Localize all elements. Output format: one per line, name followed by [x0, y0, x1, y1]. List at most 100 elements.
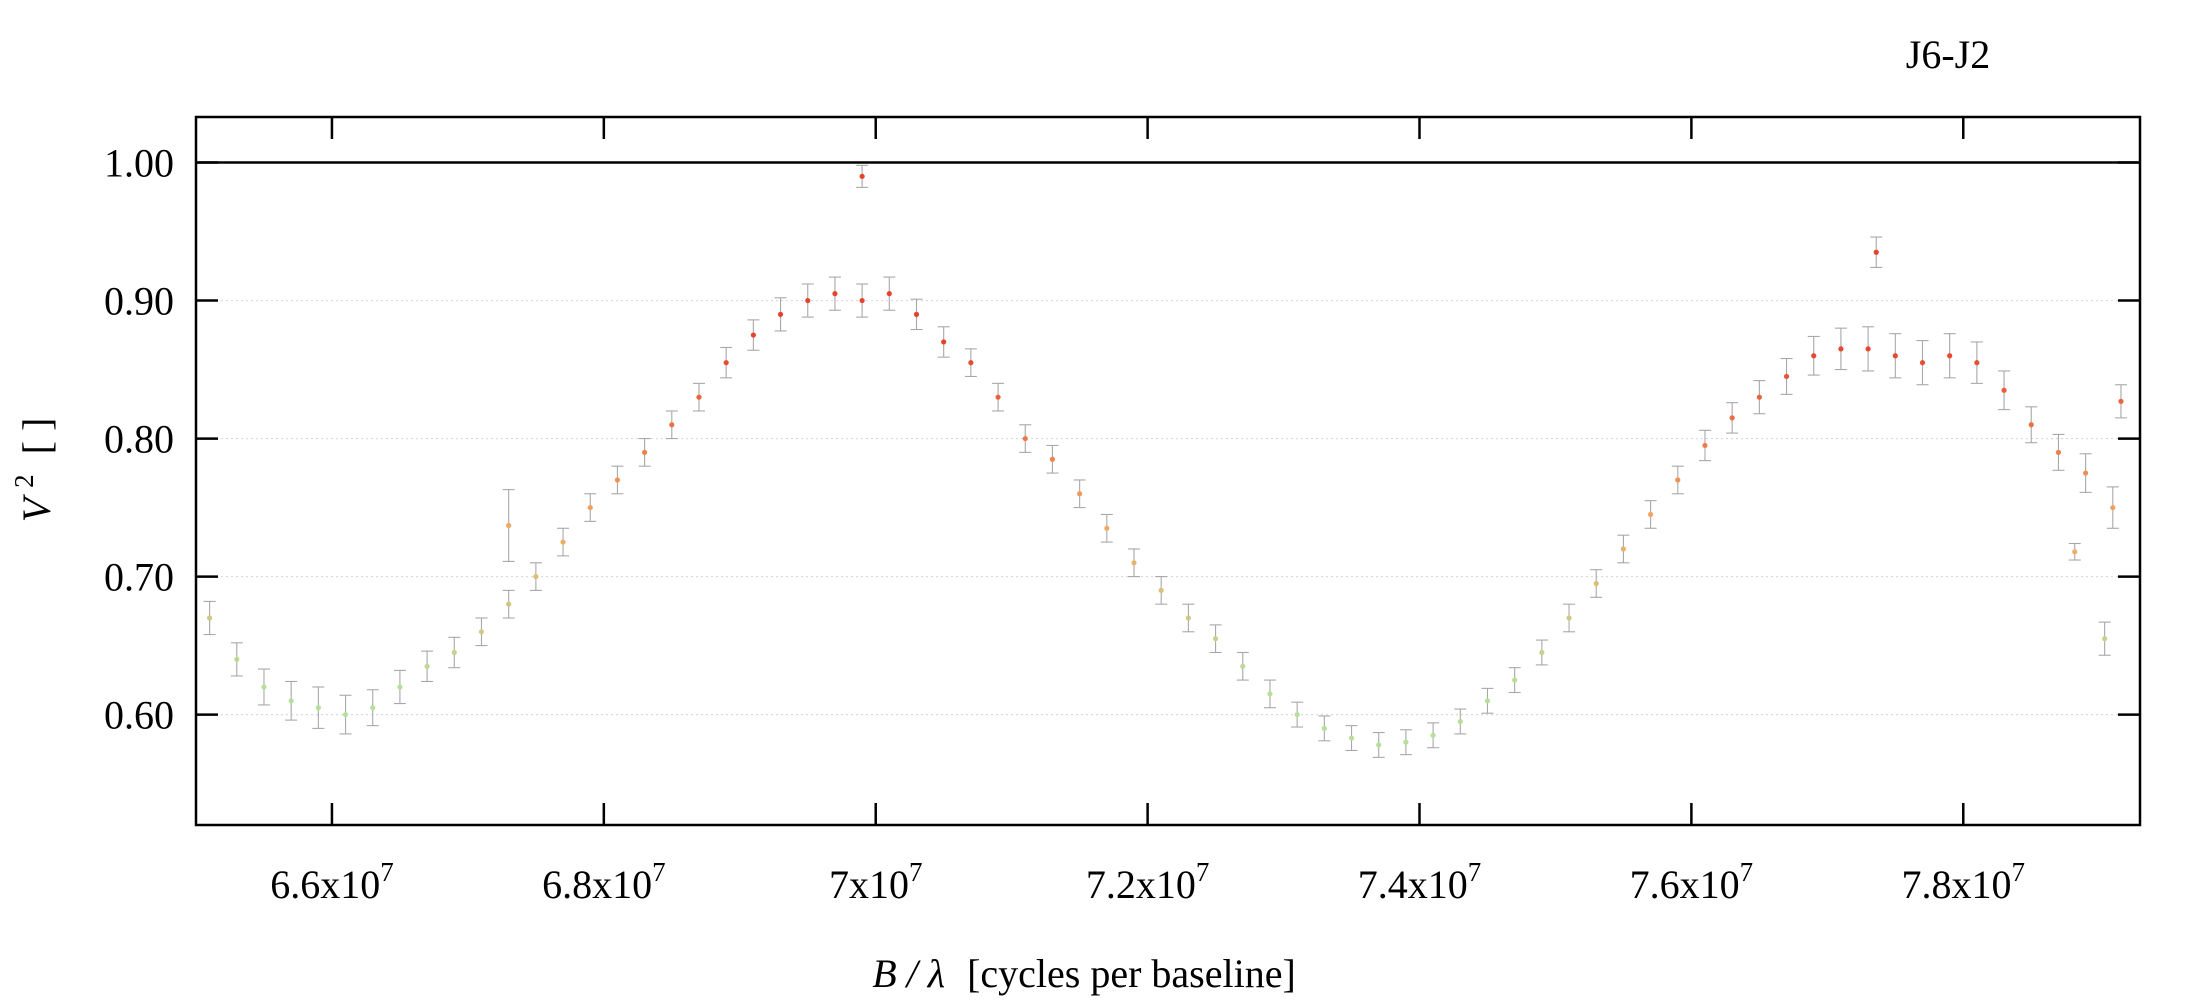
data-point: [859, 173, 865, 179]
data-point: [1512, 677, 1518, 683]
x-tick-mantissa: 7.8x10: [1902, 862, 2012, 907]
data-point: [2102, 636, 2108, 642]
data-point: [1566, 615, 1572, 621]
data-point: [1077, 491, 1083, 497]
y-tick-label: 0.60: [104, 693, 174, 738]
x-tick-mantissa: 7.2x10: [1086, 862, 1196, 907]
data-point: [1873, 249, 1879, 255]
data-point: [288, 698, 294, 704]
data-point: [370, 705, 376, 711]
data-point: [234, 656, 240, 662]
data-point: [560, 539, 566, 545]
x-tick-label: 6.8x107: [542, 857, 666, 907]
x-tick-label: 7.8x107: [1902, 857, 2026, 907]
data-point: [1539, 649, 1545, 656]
data-point: [1783, 373, 1790, 380]
data-point: [1294, 711, 1300, 718]
x-tick-labels: 6.6x107 6.8x107 7x107 7.2x107 7.4x107 7.6x107…: [270, 857, 2025, 907]
data-point: [2055, 449, 2062, 455]
data-point: [533, 573, 539, 580]
data-point: [2001, 387, 2007, 393]
data-point: [1838, 346, 1844, 352]
data-point: [777, 311, 784, 317]
data-point: [1974, 360, 1980, 366]
ticks: [196, 117, 2140, 825]
x-tick-exponent: 7: [909, 857, 923, 887]
y-tick-labels: 0.60 0.70 0.80 0.90 1.00: [104, 141, 174, 738]
data-point: [1675, 477, 1681, 483]
data-point: [669, 422, 675, 428]
data-point: [2028, 422, 2034, 428]
x-tick-mantissa: 7x10: [829, 862, 909, 907]
x-tick-label: 7.4x107: [1358, 857, 1482, 907]
plot-frame: [194, 115, 2142, 827]
data-point: [1131, 560, 1137, 566]
data-point: [1947, 353, 1953, 359]
x-tick-label: 7.6x107: [1630, 857, 1754, 907]
data-point: [941, 339, 947, 345]
data-point: [1811, 353, 1817, 359]
data-point: [1348, 735, 1355, 741]
panel-label: J6-J2: [1906, 32, 1990, 77]
data-point: [1756, 394, 1762, 400]
data-point: [397, 684, 403, 690]
data-point: [886, 291, 892, 297]
x-tick-label: 7x107: [829, 857, 923, 907]
x-tick-exponent: 7: [652, 857, 666, 887]
x-tick-exponent: 7: [380, 857, 394, 887]
data-point: [968, 360, 974, 366]
x-tick-label: 6.6x107: [270, 857, 394, 907]
data-point: [995, 394, 1001, 400]
data-point: [261, 684, 267, 690]
data-point: [1104, 525, 1110, 531]
data-point: [805, 297, 811, 304]
x-tick-label: 7.2x107: [1086, 857, 1210, 907]
x-tick-exponent: 7: [2012, 857, 2026, 887]
data-point: [1593, 580, 1599, 587]
x-tick-mantissa: 6.8x10: [542, 862, 652, 907]
data-point: [1457, 718, 1463, 725]
x-tick-mantissa: 7.4x10: [1358, 862, 1468, 907]
data-point: [1376, 742, 1382, 748]
x-tick-mantissa: 6.6x10: [270, 862, 380, 907]
x-tick-exponent: 7: [1740, 857, 1754, 887]
x-tick-exponent: 7: [1468, 857, 1482, 887]
data-point: [913, 311, 920, 317]
y-axis-exponent: 2: [9, 474, 39, 488]
data-point: [506, 522, 512, 529]
data-point: [1049, 456, 1056, 462]
data-point: [1212, 636, 1219, 642]
data-points: [206, 173, 2124, 748]
data-point: [2083, 470, 2089, 476]
x-tick-exponent: 7: [1196, 857, 1210, 887]
data-point: [506, 601, 512, 607]
data-point: [478, 629, 485, 635]
x-tick-mantissa: 7.6x10: [1630, 862, 1740, 907]
x-axis-unit: [cycles per baseline]: [967, 951, 1296, 996]
data-point: [1403, 739, 1409, 745]
data-point: [1240, 663, 1246, 669]
data-point: [1484, 698, 1491, 704]
y-axis-title: V 2 [ ]: [0, 418, 59, 523]
data-point: [2110, 504, 2116, 511]
data-point: [1158, 587, 1164, 593]
y-tick-label: 0.90: [104, 279, 174, 324]
data-point: [206, 615, 213, 621]
data-point: [587, 504, 593, 511]
data-point: [342, 711, 349, 718]
y-tick-label: 0.80: [104, 417, 174, 462]
data-point: [1702, 442, 1708, 449]
data-point: [424, 663, 430, 669]
data-point: [1022, 435, 1028, 442]
data-point: [750, 332, 756, 338]
gridlines: [196, 299, 2140, 716]
data-point: [451, 649, 457, 656]
data-point: [859, 297, 865, 304]
data-point: [832, 291, 838, 297]
data-point: [2118, 398, 2124, 404]
data-point: [696, 394, 702, 400]
y-tick-label: 0.70: [104, 555, 174, 600]
y-tick-label: 1.00: [104, 141, 174, 186]
data-point: [614, 477, 621, 483]
